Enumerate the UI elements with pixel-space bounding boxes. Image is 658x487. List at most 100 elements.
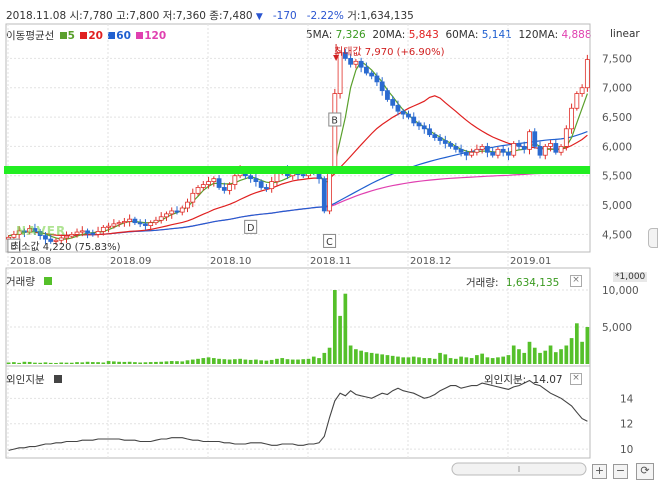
volume-bar bbox=[443, 354, 448, 364]
x-tick-label: 2018.08 bbox=[10, 256, 51, 267]
ma-legend-title: 이동평균선 bbox=[6, 30, 55, 42]
candle-body bbox=[200, 184, 206, 188]
candle-body bbox=[542, 145, 548, 156]
ma120-readout-label: 120MA: bbox=[518, 29, 559, 41]
candle-body bbox=[421, 125, 427, 130]
candle-body bbox=[458, 148, 464, 153]
volume-bar bbox=[385, 355, 390, 364]
volume-bar bbox=[22, 361, 27, 364]
candle-body bbox=[127, 218, 133, 222]
candle-body bbox=[300, 174, 306, 177]
ma-legend-20[interactable]: 20 bbox=[78, 30, 103, 42]
min-label: 최소값 bbox=[12, 242, 40, 253]
candle-body bbox=[153, 219, 159, 224]
candle-body bbox=[116, 222, 122, 225]
volume-bar bbox=[359, 350, 363, 364]
zoom-in-button[interactable]: + bbox=[592, 464, 607, 479]
quote-header: 2018.11.08 시:7,780 고:7,800 저:7,360 종:7,4… bbox=[6, 8, 414, 23]
volume-panel-close[interactable]: × bbox=[570, 275, 582, 287]
volume-bar bbox=[122, 361, 127, 364]
ma20-readout-value: 5,843 bbox=[408, 29, 439, 41]
candle-body bbox=[216, 178, 222, 188]
volume-bar bbox=[233, 359, 237, 364]
candle-body bbox=[64, 235, 69, 239]
candle-body bbox=[411, 116, 417, 124]
candle-body bbox=[332, 93, 338, 171]
ma-legend-120[interactable]: 120 bbox=[134, 30, 166, 42]
ma-legend-5[interactable]: 5 bbox=[58, 30, 75, 42]
volume-bar bbox=[17, 362, 21, 364]
candle-body bbox=[74, 231, 80, 235]
candle-body bbox=[227, 184, 233, 191]
volume-bar bbox=[354, 349, 358, 364]
reset-button[interactable]: ⟳ bbox=[636, 463, 654, 480]
volume-label: 거: bbox=[347, 10, 361, 22]
volume-bar bbox=[222, 359, 227, 364]
candle-body bbox=[390, 99, 396, 106]
ma120-label: 120 bbox=[144, 30, 167, 42]
candle-body bbox=[479, 145, 485, 150]
event-marker-box bbox=[328, 112, 342, 127]
high-label: 고: bbox=[116, 10, 130, 22]
candle-body bbox=[190, 192, 196, 203]
event-marker-label: C bbox=[326, 237, 333, 248]
price-y-tick-label: 5,500 bbox=[602, 171, 632, 183]
max-label: 최대값 bbox=[334, 47, 362, 58]
price-panel-frame bbox=[5, 23, 591, 253]
candle-body bbox=[511, 143, 517, 156]
volume-bar bbox=[396, 356, 400, 364]
candle-body bbox=[321, 178, 327, 212]
volume-bar bbox=[64, 362, 69, 364]
volume-bar bbox=[306, 358, 311, 364]
side-scroll-left-icon[interactable] bbox=[648, 228, 658, 248]
event-marker-box bbox=[323, 233, 337, 248]
volume-bar bbox=[154, 361, 158, 364]
candle-body bbox=[453, 145, 459, 150]
high-value: 7,800 bbox=[129, 10, 160, 22]
ma-legend-60[interactable]: 60 bbox=[106, 30, 131, 42]
event-marker-label: E bbox=[10, 242, 16, 253]
volume-bar bbox=[480, 353, 484, 364]
candle-body bbox=[385, 90, 390, 100]
ma20-readout-label: 20MA: bbox=[372, 29, 406, 41]
volume-bar bbox=[438, 352, 442, 364]
volume-bar bbox=[317, 358, 321, 364]
volume-bar bbox=[348, 345, 353, 364]
price-y-tick-label: 7,000 bbox=[602, 83, 632, 95]
volume-bar bbox=[311, 356, 316, 364]
ma120-swatch bbox=[136, 32, 144, 39]
foreign-panel-close[interactable]: × bbox=[570, 373, 582, 385]
min-annotation: 최소값 4,220 (75.83%) bbox=[12, 238, 121, 253]
candle-body bbox=[427, 128, 432, 136]
candle-body bbox=[53, 239, 59, 242]
volume-bar bbox=[211, 358, 216, 364]
zoom-out-button[interactable]: − bbox=[613, 464, 628, 479]
quote-date: 2018.11.08 bbox=[6, 10, 67, 22]
scale-mode-toggle[interactable]: linear bbox=[610, 28, 640, 40]
candle-body bbox=[569, 107, 574, 130]
candle-body bbox=[474, 148, 480, 153]
volume-bar bbox=[133, 362, 137, 364]
volume-bar bbox=[448, 358, 453, 364]
volume-bar bbox=[69, 362, 74, 364]
candle-body bbox=[374, 75, 380, 83]
candle-body bbox=[495, 148, 501, 156]
volume-bar bbox=[275, 358, 279, 364]
foreign-panel-frame bbox=[5, 365, 591, 459]
candle-body bbox=[553, 143, 559, 153]
volume-bar bbox=[106, 361, 111, 364]
ma120-readout-value: 4,888 bbox=[561, 29, 592, 41]
candle-body bbox=[432, 134, 438, 139]
volume-bar bbox=[217, 358, 221, 364]
volume-bar bbox=[169, 361, 174, 364]
candle-body bbox=[395, 104, 401, 112]
volume-bar bbox=[243, 359, 248, 364]
event-marker-box bbox=[244, 219, 258, 234]
ma60-readout-value: 5,141 bbox=[481, 29, 512, 41]
volume-bar bbox=[80, 362, 85, 364]
candle-body bbox=[532, 131, 538, 147]
volume-bar bbox=[159, 361, 164, 364]
change-pct: -2.22% bbox=[306, 10, 344, 22]
volume-bar bbox=[48, 362, 53, 364]
event-marker-label: D bbox=[247, 223, 254, 234]
